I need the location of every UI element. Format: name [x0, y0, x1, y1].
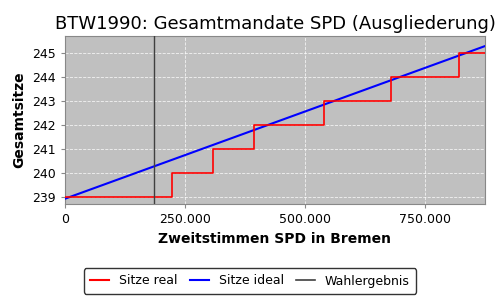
Sitze real — [456, 75, 462, 79]
Sitze real — [284, 123, 290, 127]
Sitze real — [210, 171, 216, 175]
X-axis label: Zweitstimmen SPD in Bremen: Zweitstimmen SPD in Bremen — [158, 232, 392, 246]
Sitze ideal — [247, 130, 253, 133]
Sitze real — [250, 147, 256, 151]
Sitze real — [428, 75, 434, 79]
Sitze real — [456, 51, 462, 55]
Sitze ideal — [482, 44, 488, 48]
Sitze real — [284, 123, 290, 127]
Legend: Sitze real, Sitze ideal, Wahlergebnis: Sitze real, Sitze ideal, Wahlergebnis — [84, 268, 416, 294]
Sitze real — [482, 51, 488, 55]
Sitze ideal — [105, 181, 111, 185]
Sitze real — [151, 195, 157, 199]
Sitze real — [357, 99, 363, 103]
Title: BTW1990: Gesamtmandate SPD (Ausgliederung): BTW1990: Gesamtmandate SPD (Ausgliederun… — [54, 15, 496, 33]
Sitze real — [210, 147, 216, 151]
Sitze real — [168, 171, 174, 175]
Sitze real — [428, 75, 434, 79]
Sitze real — [388, 75, 394, 79]
Sitze ideal — [62, 197, 68, 200]
Sitze real — [321, 123, 327, 127]
Sitze ideal — [350, 92, 356, 96]
Sitze real — [388, 99, 394, 103]
Sitze ideal — [232, 135, 238, 139]
Sitze ideal — [397, 75, 403, 79]
Line: Sitze ideal: Sitze ideal — [65, 46, 485, 199]
Sitze real — [62, 195, 68, 199]
Sitze real — [357, 99, 363, 103]
Y-axis label: Gesamtsitze: Gesamtsitze — [12, 72, 26, 168]
Sitze real — [321, 99, 327, 103]
Sitze ideal — [390, 78, 396, 82]
Line: Sitze real: Sitze real — [65, 53, 485, 197]
Sitze real — [250, 123, 256, 127]
Sitze real — [168, 195, 174, 199]
